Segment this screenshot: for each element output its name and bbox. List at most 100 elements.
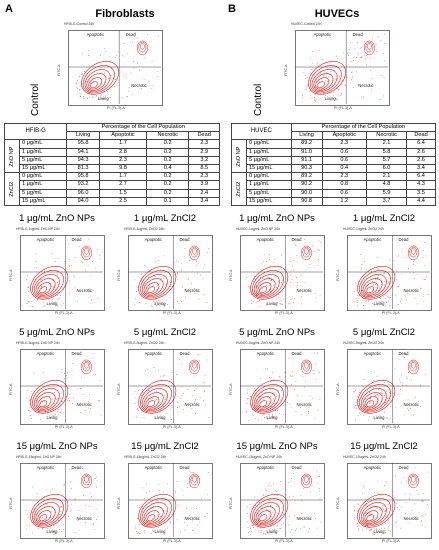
event-dot (293, 499, 295, 501)
event-dot (383, 77, 385, 79)
event-dot (74, 256, 76, 258)
event-dot (254, 497, 256, 499)
event-dot (259, 397, 260, 399)
event-dot (345, 77, 347, 79)
event-dot (72, 403, 74, 404)
flow-plot: HFIB-G-15ug/mL ZnCl2 24h Apoptotic Dead Liv… (116, 455, 216, 547)
event-dot (246, 398, 248, 400)
density-contour (362, 392, 383, 410)
event-dot (298, 352, 300, 354)
plot-title: HUVEC-Control 24h (291, 22, 322, 26)
event-dot (143, 417, 145, 419)
event-dot (363, 261, 365, 263)
event-dot (89, 492, 91, 494)
event-dot (280, 501, 282, 503)
panel-a-letter: A (5, 3, 13, 15)
event-dot (196, 388, 198, 390)
event-dot (177, 273, 178, 275)
event-dot (359, 414, 361, 416)
density-contour (409, 474, 418, 486)
event-dot (248, 285, 250, 287)
event-dot (380, 494, 382, 496)
event-dot (74, 286, 76, 288)
event-dot (171, 405, 173, 406)
event-dot (305, 405, 307, 407)
event-dot (354, 407, 356, 409)
col-header: Necrotic (145, 131, 190, 141)
event-dot (331, 84, 333, 86)
event-dot (176, 373, 178, 375)
event-dot (81, 74, 83, 75)
event-dot (277, 409, 279, 410)
event-dot (412, 261, 414, 263)
density-contour (357, 380, 396, 414)
event-dot (370, 402, 372, 404)
event-dot (166, 527, 168, 529)
event-dot (423, 265, 425, 267)
event-dot (419, 512, 421, 514)
y-axis-label: FITC-A (336, 269, 340, 281)
event-dot (158, 300, 160, 301)
event-dot (50, 413, 52, 415)
event-dot (381, 527, 382, 529)
event-dot (51, 253, 53, 255)
event-dot (343, 76, 345, 78)
event-dot (63, 529, 65, 531)
event-dot (91, 357, 93, 359)
event-dot (175, 492, 177, 494)
event-dot (279, 527, 281, 529)
event-dot (36, 266, 37, 268)
event-dot (123, 75, 125, 77)
event-dot (309, 395, 311, 397)
event-dot (291, 278, 293, 280)
x-axis-label: PI (FL-3)-A (381, 425, 400, 429)
table-cell: 3.4 (188, 196, 220, 206)
event-dot (388, 282, 390, 284)
event-dot (308, 527, 310, 529)
event-dot (59, 506, 61, 508)
event-dot (135, 525, 137, 527)
event-dot (375, 279, 376, 281)
y-axis-label: FITC-A (117, 497, 121, 509)
event-dot (58, 414, 60, 416)
quadrant-label-apoptotic: Apoptotic (363, 465, 382, 470)
event-dot (173, 261, 175, 263)
row-label: 15 μg/mL (18, 163, 68, 174)
event-dot (387, 397, 388, 399)
event-dot (251, 303, 253, 305)
event-dot (326, 81, 328, 82)
event-dot (86, 289, 88, 291)
plot-title: HUVEC-1ug/mL ZnCl2 24h (343, 227, 384, 231)
event-dot (43, 302, 45, 304)
event-dot (315, 378, 317, 380)
event-dot (30, 403, 32, 405)
event-dot (249, 395, 251, 397)
plot-caption: 1 μg/mL ZnO NPs (239, 213, 315, 224)
density-contour (362, 506, 383, 524)
event-dot (166, 304, 168, 306)
event-dot (80, 515, 81, 517)
event-dot (159, 280, 161, 282)
event-dot (87, 264, 89, 266)
density-contour (364, 282, 379, 295)
event-dot (334, 79, 336, 81)
density-contour (252, 270, 284, 299)
event-dot (60, 407, 62, 409)
table-cell: 90.0 (290, 188, 323, 198)
event-dot (371, 528, 373, 530)
density-contour (300, 473, 312, 489)
event-dot (370, 287, 372, 289)
quadrant-label-necrotic: Necrotic (184, 288, 200, 294)
event-dot (164, 305, 166, 307)
event-dot (196, 524, 198, 526)
event-dot (208, 416, 210, 418)
event-dot (311, 97, 313, 99)
event-dot (287, 524, 289, 526)
event-dot (77, 88, 79, 90)
flow-plot: HUVEC-1ug/mL ZnO NP 24h Apoptotic Dead Livi… (228, 227, 328, 319)
event-dot (29, 404, 31, 406)
event-dot (184, 521, 186, 523)
event-dot (395, 503, 397, 505)
event-dot (268, 485, 270, 486)
event-dot (89, 408, 91, 410)
